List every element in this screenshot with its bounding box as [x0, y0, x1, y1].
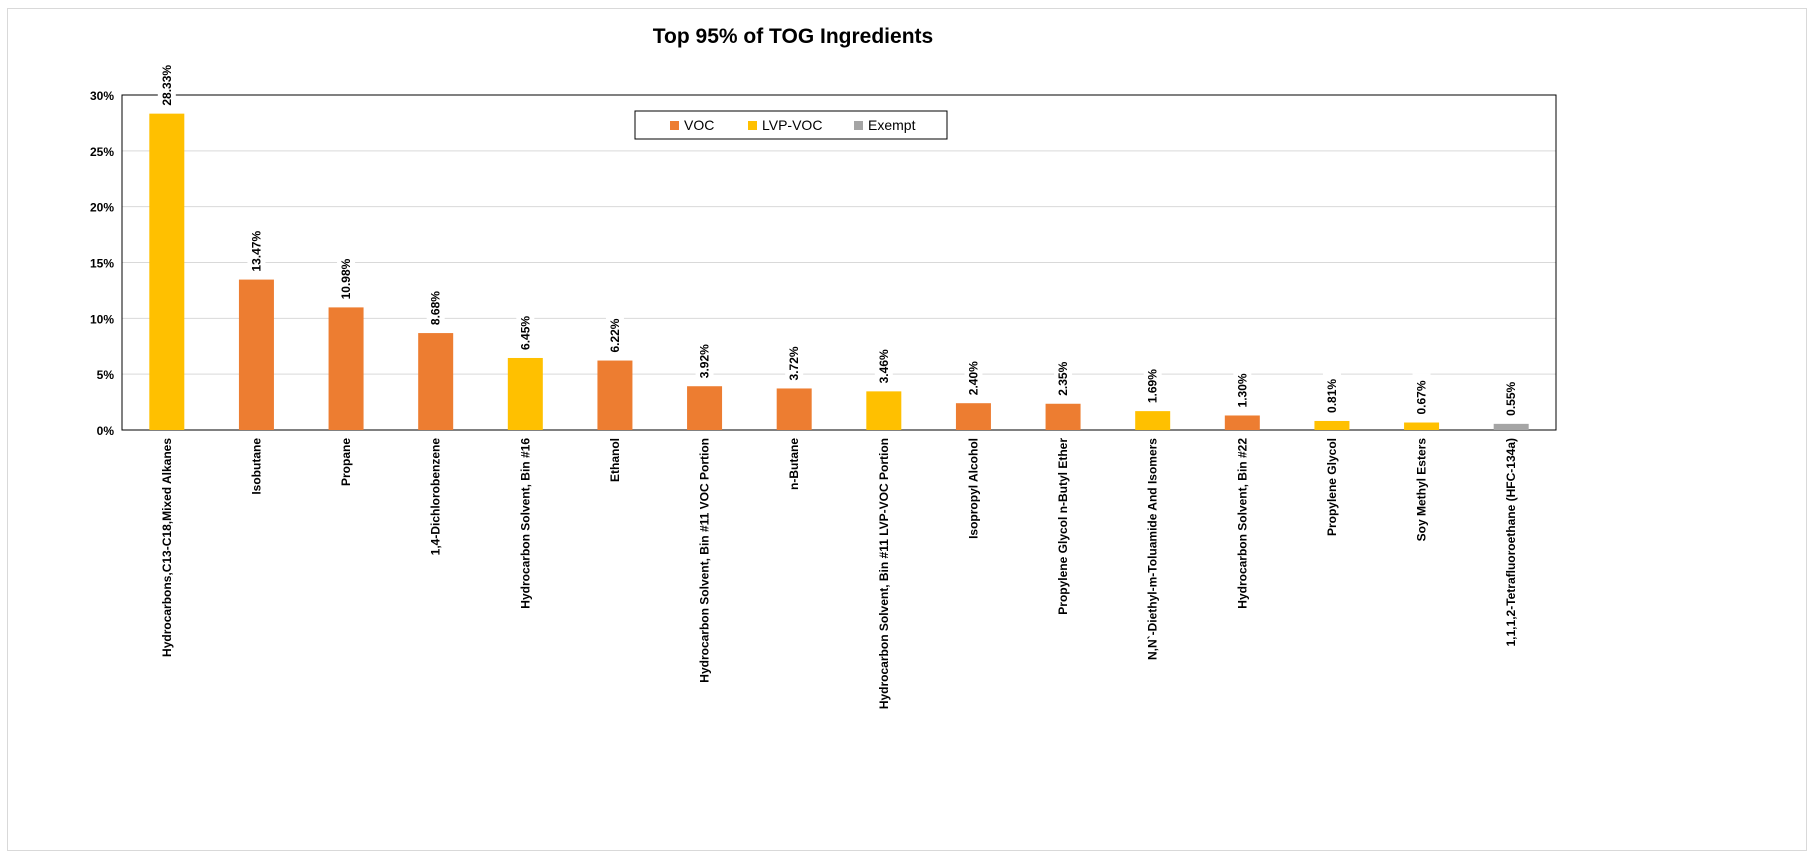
x-tick-label: Hydrocarbon Solvent, Bin #11 LVP-VOC Por…: [877, 438, 891, 709]
bar: [328, 307, 364, 430]
legend-label: VOC: [684, 117, 714, 133]
legend-swatch: [670, 121, 679, 130]
data-label: 3.72%: [787, 346, 801, 380]
data-label: 3.46%: [877, 349, 891, 383]
x-tick-label: Hydrocarbons,C13-C18,Mixed Alkanes: [160, 438, 174, 657]
legend-label: Exempt: [868, 117, 916, 133]
x-tick-label: Soy Methyl Esters: [1415, 438, 1429, 542]
data-label-background: [1322, 371, 1341, 417]
data-label: 2.35%: [1056, 361, 1070, 395]
data-label: 13.47%: [249, 231, 263, 272]
x-tick-label: 1,4-Dichlorobenzene: [429, 438, 443, 556]
bar: [687, 386, 723, 430]
data-label-background: [247, 223, 266, 276]
legend-swatch: [748, 121, 757, 130]
data-label: 0.67%: [1415, 380, 1429, 414]
data-label-background: [516, 308, 535, 354]
data-label-background: [337, 250, 356, 304]
bar: [149, 113, 185, 431]
legend-box: [634, 110, 948, 140]
data-label-background: [695, 337, 714, 383]
x-tick-label: Ethanol: [608, 438, 622, 482]
legend: VOC LVP-VOC Exempt: [634, 110, 948, 140]
bar: [597, 360, 633, 430]
y-tick-label: 15%: [90, 257, 114, 271]
data-label-background: [1233, 366, 1252, 412]
bar: [1404, 422, 1440, 430]
data-labels: 28.33% 13.47% 10.98% 8.68% 6.45% 6.22% 3.92% 3.…: [157, 57, 1521, 420]
data-label: 28.33%: [160, 65, 174, 106]
x-tick-label: Isopropyl Alcohol: [966, 438, 980, 539]
y-tick-label: 10%: [90, 312, 114, 326]
y-axis-ticks: 0% 5% 10% 15% 20% 25% 30%: [90, 89, 114, 438]
legend-swatch: [854, 121, 863, 130]
data-label: 3.92%: [698, 344, 712, 378]
data-label: 1.69%: [1146, 369, 1160, 403]
data-label-background: [1412, 373, 1431, 419]
plot-area: [121, 94, 1557, 431]
data-label: 8.68%: [429, 291, 443, 325]
x-tick-label: Hydrocarbon Solvent, Bin #16: [518, 438, 532, 609]
data-label: 6.45%: [518, 316, 532, 350]
legend-label: LVP-VOC: [762, 117, 822, 133]
bars: [149, 113, 1529, 431]
bar: [955, 403, 991, 430]
bar: [1135, 411, 1171, 430]
y-tick-label: 30%: [90, 89, 114, 103]
data-label-background: [605, 311, 624, 357]
x-tick-label: Hydrocarbon Solvent, Bin #22: [1235, 438, 1249, 609]
bar: [238, 279, 274, 430]
y-tick-label: 5%: [97, 368, 115, 382]
x-tick-label: Propane: [339, 438, 353, 486]
x-tick-label: Hydrocarbon Solvent, Bin #11 VOC Portion: [698, 438, 712, 683]
data-label: 0.55%: [1504, 382, 1518, 416]
bar-chart: Top 95% of TOG Ingredients 28.33% 13.47% 1…: [90, 25, 1557, 709]
y-tick-label: 20%: [90, 201, 114, 215]
bar: [776, 388, 812, 430]
x-tick-label: Propylene Glycol: [1325, 438, 1339, 536]
y-tick-label: 25%: [90, 145, 114, 159]
x-axis-labels: Hydrocarbons,C13-C18,Mixed Alkanes Isobut…: [160, 438, 1518, 709]
data-label-background: [874, 342, 893, 388]
data-label-background: [785, 339, 804, 385]
data-label: 1.30%: [1235, 373, 1249, 407]
bar: [866, 391, 902, 430]
bar: [1493, 423, 1529, 430]
bar: [1224, 415, 1260, 430]
bar: [1314, 420, 1350, 430]
x-tick-label: N,N`-Diethyl-m-Toluamide And Isomers: [1146, 438, 1160, 660]
data-label: 2.40%: [966, 361, 980, 395]
data-label-background: [964, 354, 983, 400]
data-label: 0.81%: [1325, 379, 1339, 413]
data-label-background: [1502, 374, 1521, 420]
x-tick-label: Propylene Glycol n-Butyl Ether: [1056, 438, 1070, 615]
bar: [507, 357, 543, 430]
y-tick-label: 0%: [97, 424, 115, 438]
chart-title: Top 95% of TOG Ingredients: [653, 25, 933, 48]
x-tick-label: 1,1,1,2-Tetrafluoroethane (HFC-134a): [1504, 438, 1518, 647]
x-tick-label: Isobutane: [249, 438, 263, 495]
x-tick-label: n-Butane: [787, 438, 801, 490]
data-label: 10.98%: [339, 258, 353, 299]
data-label-background: [1143, 362, 1162, 408]
data-label-background: [426, 284, 445, 330]
bar: [418, 333, 454, 430]
bar: [1045, 403, 1081, 430]
data-label-background: [157, 57, 176, 110]
data-label: 6.22%: [608, 318, 622, 352]
data-label-background: [1054, 354, 1073, 400]
chart-frame: Top 95% of TOG Ingredients 28.33% 13.47% 1…: [7, 8, 1807, 851]
